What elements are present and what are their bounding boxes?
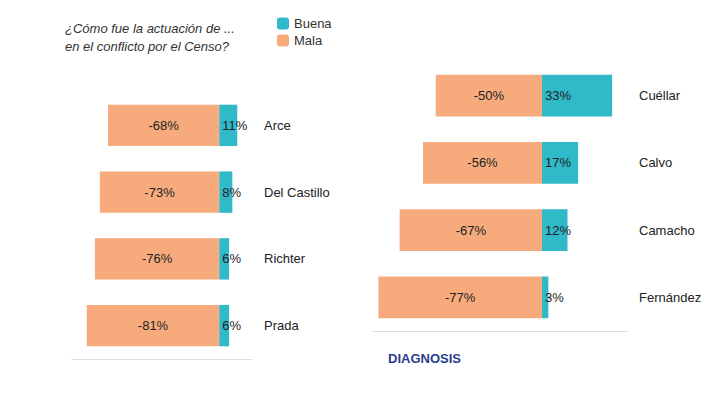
svg-text:6%: 6% xyxy=(222,318,241,333)
svg-text:17%: 17% xyxy=(545,155,571,170)
svg-text:-77%: -77% xyxy=(445,290,476,305)
svg-text:Camacho: Camacho xyxy=(639,223,695,238)
svg-text:33%: 33% xyxy=(545,88,571,103)
svg-text:Prada: Prada xyxy=(264,318,299,333)
svg-text:-67%: -67% xyxy=(456,223,487,238)
svg-text:-81%: -81% xyxy=(138,318,169,333)
svg-text:3%: 3% xyxy=(545,290,564,305)
svg-text:-76%: -76% xyxy=(142,251,173,266)
svg-text:-50%: -50% xyxy=(474,88,505,103)
svg-text:-56%: -56% xyxy=(467,155,498,170)
svg-text:Arce: Arce xyxy=(264,118,291,133)
svg-text:-73%: -73% xyxy=(144,185,175,200)
svg-text:Cuéllar: Cuéllar xyxy=(639,88,681,103)
svg-text:¿Cómo fue la actuación de ...: ¿Cómo fue la actuación de ... xyxy=(65,21,238,36)
svg-text:Richter: Richter xyxy=(264,251,306,266)
svg-text:-68%: -68% xyxy=(148,118,179,133)
svg-text:12%: 12% xyxy=(545,223,571,238)
svg-text:8%: 8% xyxy=(222,185,241,200)
svg-text:6%: 6% xyxy=(222,251,241,266)
svg-text:Buena: Buena xyxy=(294,16,332,31)
svg-text:en el conflicto por el Censo?: en el conflicto por el Censo? xyxy=(65,39,230,54)
svg-text:Mala: Mala xyxy=(294,33,323,48)
svg-text:Fernández: Fernández xyxy=(639,290,701,305)
svg-text:11%: 11% xyxy=(222,118,247,133)
svg-text:DIAGNOSIS: DIAGNOSIS xyxy=(388,351,461,366)
svg-text:Del Castillo: Del Castillo xyxy=(264,185,330,200)
svg-text:Calvo: Calvo xyxy=(639,155,672,170)
